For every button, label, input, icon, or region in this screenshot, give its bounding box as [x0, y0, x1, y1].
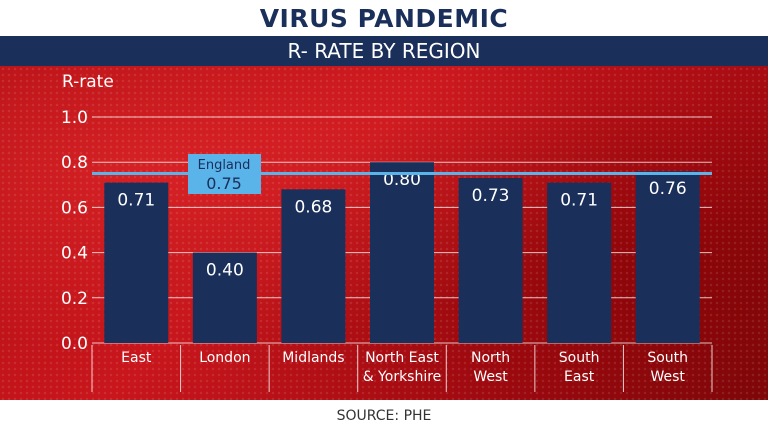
bar-value-label: 0.71 — [117, 191, 155, 211]
x-category-label: South — [647, 350, 688, 366]
subtitle-bar: R- RATE BY REGION — [0, 36, 768, 66]
y-tick-label: 0.6 — [61, 198, 88, 218]
bar-value-label: 0.73 — [472, 186, 510, 206]
x-category-label: West — [473, 369, 508, 385]
x-category-label: East — [121, 350, 152, 366]
england-value-label: 0.75 — [206, 174, 242, 193]
bar-value-label: 0.80 — [383, 170, 421, 190]
y-tick-label: 0.4 — [61, 244, 88, 264]
bar — [192, 252, 257, 343]
y-tick-label: 1.0 — [61, 108, 88, 128]
y-tick-label: 0.0 — [61, 334, 88, 354]
bar-value-label: 0.76 — [649, 179, 687, 199]
england-label: England — [198, 158, 251, 173]
bar — [281, 189, 346, 343]
bar-value-label: 0.71 — [560, 191, 598, 211]
england-label-box — [188, 154, 261, 194]
bar — [458, 178, 523, 343]
y-tick-label: 0.8 — [61, 153, 88, 173]
x-category-label: East — [564, 369, 595, 385]
page-title: VIRUS PANDEMIC — [259, 3, 509, 33]
x-category-label: London — [199, 350, 250, 366]
source-label: SOURCE: PHE — [336, 408, 432, 424]
x-category-label: & Yorkshire — [363, 369, 442, 385]
title-bar: VIRUS PANDEMIC — [0, 0, 768, 36]
y-tick-label: 0.2 — [61, 289, 88, 309]
x-category-label: North — [471, 350, 510, 366]
chart-subtitle: R- RATE BY REGION — [287, 39, 481, 63]
bar-value-label: 0.40 — [206, 261, 244, 281]
x-category-label: Midlands — [282, 350, 344, 366]
y-axis-title: R-rate — [62, 72, 114, 92]
x-category-label: South — [559, 350, 600, 366]
bar — [104, 182, 169, 343]
source-bar: SOURCE: PHE — [0, 400, 768, 432]
bar — [635, 171, 700, 343]
x-category-label: West — [651, 369, 686, 385]
bar — [370, 162, 434, 343]
x-category-label: North East — [365, 350, 439, 366]
bar-value-label: 0.68 — [294, 197, 332, 217]
bar — [547, 182, 612, 343]
